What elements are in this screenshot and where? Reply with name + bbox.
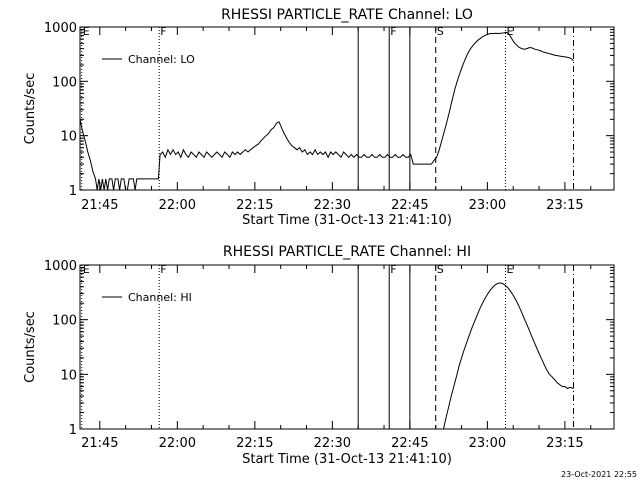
legend-label: Channel: LO bbox=[128, 53, 195, 66]
y-tick-label: 10 bbox=[60, 368, 77, 383]
plot-lo-channel: RHESSI PARTICLE_RATE Channel: LO 1 10 100 10… bbox=[23, 7, 615, 228]
marker-label: F bbox=[390, 263, 396, 276]
y-tick-label: 1 bbox=[69, 184, 77, 199]
series-line bbox=[443, 282, 574, 430]
marker-label: F bbox=[160, 263, 166, 276]
marker-label: E bbox=[83, 263, 90, 276]
chart-title: RHESSI PARTICLE_RATE Channel: LO bbox=[221, 7, 473, 23]
marker-label: E bbox=[506, 263, 513, 276]
y-tick-label: 100 bbox=[52, 75, 77, 90]
marker-label: S bbox=[437, 263, 444, 276]
plot-frame bbox=[79, 26, 615, 191]
x-tick-label: 23:00 bbox=[469, 198, 506, 213]
x-tick-label: 23:15 bbox=[546, 436, 583, 451]
x-tick-label: 22:45 bbox=[391, 436, 428, 451]
y-tick-label: 1 bbox=[69, 423, 77, 438]
x-tick-label: 22:15 bbox=[236, 436, 273, 451]
marker-label: F bbox=[390, 25, 396, 38]
x-tick-label: 22:00 bbox=[159, 436, 196, 451]
y-tick-label: 1000 bbox=[44, 259, 77, 274]
y-tick-label: 1000 bbox=[44, 21, 77, 36]
series-line bbox=[79, 31, 574, 191]
x-axis-label: Start Time (31-Oct-13 21:41:10) bbox=[242, 452, 452, 467]
legend-label: Channel: HI bbox=[128, 291, 192, 304]
x-tick-label: 22:15 bbox=[236, 198, 273, 213]
x-tick-label: 21:45 bbox=[81, 436, 118, 451]
x-tick-label: 22:30 bbox=[314, 436, 351, 451]
x-tick-label: 22:45 bbox=[391, 198, 428, 213]
marker-label: E bbox=[506, 25, 513, 38]
x-tick-label: 23:00 bbox=[469, 436, 506, 451]
x-tick-label: 21:45 bbox=[81, 198, 118, 213]
x-axis-label: Start Time (31-Oct-13 21:41:10) bbox=[242, 213, 452, 228]
y-axis-label: Counts/sec bbox=[23, 311, 38, 383]
chart-title: RHESSI PARTICLE_RATE Channel: HI bbox=[223, 244, 471, 260]
y-tick-label: 100 bbox=[52, 314, 77, 329]
y-tick-label: 10 bbox=[60, 130, 77, 145]
y-axis-label: Counts/sec bbox=[23, 73, 38, 145]
x-tick-label: 22:30 bbox=[314, 198, 351, 213]
plot-frame bbox=[79, 264, 615, 430]
marker-label: F bbox=[160, 25, 166, 38]
marker-label: S bbox=[437, 25, 444, 38]
plot-hi-channel: RHESSI PARTICLE_RATE Channel: HI 1 10 100 10… bbox=[23, 244, 615, 467]
marker-label: E bbox=[83, 25, 90, 38]
footer-date-stamp: 23-Oct-2021 22:55 bbox=[561, 470, 637, 479]
x-tick-label: 23:15 bbox=[546, 198, 583, 213]
x-tick-label: 22:00 bbox=[159, 198, 196, 213]
